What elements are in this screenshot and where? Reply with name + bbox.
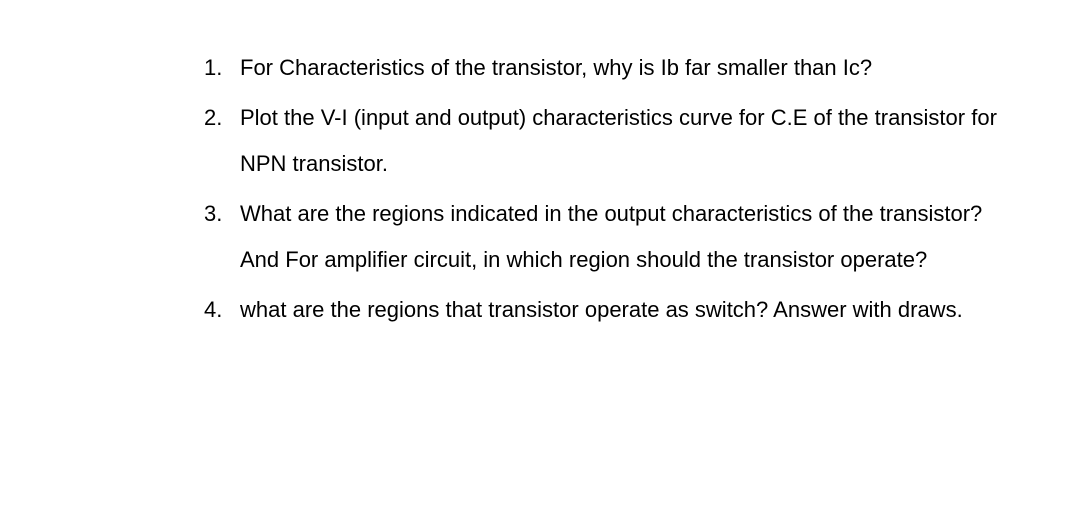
question-number: 1. <box>200 45 240 91</box>
question-text: Plot the V-I (input and output) characte… <box>240 95 1018 187</box>
question-item: 3. What are the regions indicated in the… <box>200 191 1018 283</box>
question-list: 1. For Characteristics of the transistor… <box>200 45 1018 333</box>
question-number: 2. <box>200 95 240 141</box>
question-item: 1. For Characteristics of the transistor… <box>200 45 1018 91</box>
question-text: For Characteristics of the transistor, w… <box>240 45 1018 91</box>
question-text: what are the regions that transistor ope… <box>240 287 1018 333</box>
question-number: 3. <box>200 191 240 237</box>
question-item: 4. what are the regions that transistor … <box>200 287 1018 333</box>
question-text: What are the regions indicated in the ou… <box>240 191 1018 283</box>
question-number: 4. <box>200 287 240 333</box>
question-item: 2. Plot the V-I (input and output) chara… <box>200 95 1018 187</box>
